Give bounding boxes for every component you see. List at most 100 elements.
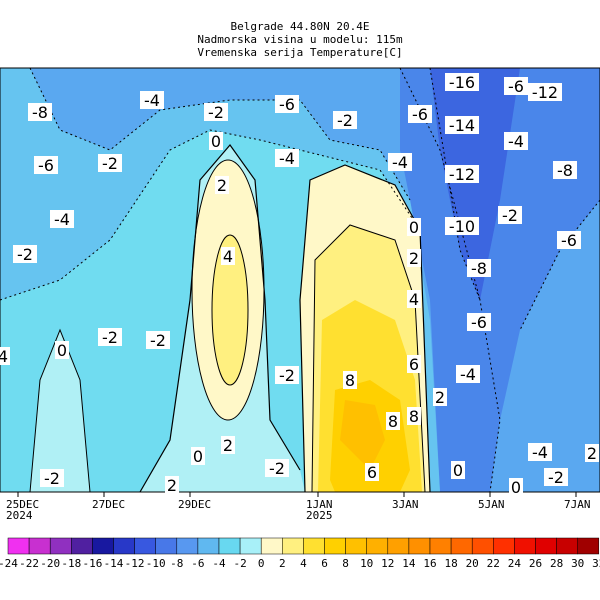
contour-labels: -8-4-2 -6-2 -6-16 -6 -12-14-4-6 -20-4 -4-12 -82… — [0, 73, 599, 497]
colorbar-box — [366, 537, 389, 555]
contour-label-text: -4 — [460, 365, 476, 384]
colorbar-label: 12 — [381, 557, 394, 570]
contour-label: -2 — [40, 469, 64, 488]
colorbar-box — [535, 537, 557, 555]
contour-label: -2 — [275, 366, 299, 385]
colorbar-box — [218, 537, 241, 555]
contour-label-bg — [50, 210, 74, 228]
contour-label-bg — [34, 156, 58, 174]
colorbar-label: -10 — [146, 557, 166, 570]
contour-label: -2 — [333, 111, 357, 130]
contour-label-text: -6 — [279, 95, 295, 114]
contour-label-text: 6 — [367, 463, 377, 482]
colorbar-label: -12 — [125, 557, 145, 570]
contour-label: -8 — [467, 259, 491, 278]
contour-label-text: 6 — [409, 355, 419, 374]
contour-label-text: 0 — [409, 218, 419, 237]
colorbar-box — [71, 537, 93, 555]
x-tick-label: 5JAN — [478, 498, 505, 511]
chart-title: Belgrade 44.80N 20.4E — [230, 20, 369, 33]
contour-label-bg — [433, 388, 447, 406]
contour-label-text: -16 — [449, 73, 475, 92]
contour-label-bg — [55, 341, 69, 359]
contour-label: -8 — [28, 103, 52, 122]
colorbar-label: 26 — [529, 557, 542, 570]
colorbar-box — [7, 537, 30, 555]
contour-label-text: 2 — [217, 176, 227, 195]
contour-label-text: 0 — [453, 461, 463, 480]
contour-label: 2 — [585, 444, 599, 463]
contour-label-text: -2 — [337, 111, 353, 130]
colorbar-label: -2 — [233, 557, 246, 570]
contour-label: -2 — [265, 459, 289, 478]
contour-label-bg — [407, 249, 421, 267]
contour-label: 0 — [191, 447, 205, 466]
contour-label-text: -2 — [150, 331, 166, 350]
colorbar-box — [260, 537, 283, 555]
contour-label-text: 0 — [193, 447, 203, 466]
contour-label-bg — [553, 161, 577, 179]
contour-label: 6 — [365, 463, 379, 482]
contour-label: -6 — [557, 231, 581, 250]
x-tick-label: 29DEC — [178, 498, 211, 511]
contour-label: 4 — [0, 347, 10, 366]
contour-label: -2 — [498, 206, 522, 225]
contour-label-text: -4 — [508, 132, 524, 151]
contour-label-bg — [275, 95, 299, 113]
contour-label-bg — [445, 116, 479, 134]
colorbar-label: 30 — [571, 557, 584, 570]
colorbar-box — [556, 537, 578, 555]
contour-label-bg — [13, 245, 37, 263]
contour-label: -4 — [50, 210, 74, 229]
contour-label-text: -6 — [561, 231, 577, 250]
contour-label: -4 — [456, 365, 480, 384]
contour-label-bg — [98, 328, 122, 346]
colorbar-label: -22 — [19, 557, 39, 570]
contour-label-bg — [215, 176, 229, 194]
colorbar-box — [324, 537, 346, 555]
contour-label-bg — [333, 111, 357, 129]
contour-label-bg — [456, 365, 480, 383]
contour-label: -2 — [204, 103, 228, 122]
contour-label-bg — [275, 149, 299, 167]
contour-label-text: -4 — [532, 443, 548, 462]
contour-label: -4 — [388, 153, 412, 172]
contour-label: -6 — [275, 95, 299, 114]
contour-label-text: -12 — [449, 165, 475, 184]
contour-label-bg — [221, 436, 235, 454]
x-tick-label: 1JAN — [306, 498, 333, 511]
contour-label-text: 4 — [409, 290, 419, 309]
contour-label-bg — [557, 231, 581, 249]
contour-label: 8 — [343, 371, 357, 390]
x-tick-label: 2024 — [6, 509, 33, 522]
contour-label-text: -2 — [44, 469, 60, 488]
contour-label-text: 2 — [167, 476, 177, 495]
contour-label-bg — [40, 469, 64, 487]
contour-label-text: -8 — [557, 161, 573, 180]
x-tick-label: 3JAN — [392, 498, 419, 511]
contour-label-bg — [467, 313, 491, 331]
contour-label-bg — [451, 461, 465, 479]
contour-label-bg — [28, 103, 52, 121]
contour-label-bg — [408, 105, 432, 123]
colorbar-label: 8 — [342, 557, 349, 570]
colorbar-label: 10 — [360, 557, 373, 570]
contour-label: 2 — [407, 249, 421, 268]
contour-label: 2 — [433, 388, 447, 407]
colorbar-label: 14 — [402, 557, 416, 570]
contour-label-text: 0 — [211, 132, 221, 151]
contour-label: -6 — [467, 313, 491, 332]
contour-label-bg — [165, 476, 179, 494]
contour-label: -6 — [504, 77, 528, 96]
contour-label: 6 — [407, 355, 421, 374]
colorbar-label: 16 — [423, 557, 436, 570]
contour-label-bg — [498, 206, 522, 224]
contour-label-text: -2 — [279, 366, 295, 385]
contour-label: -4 — [275, 149, 299, 168]
contour-label-text: -2 — [548, 468, 564, 487]
contour-label-text: 0 — [511, 478, 521, 497]
colorbar-box — [113, 537, 135, 555]
contour-label-text: 4 — [0, 347, 8, 366]
contour-label-bg — [365, 463, 379, 481]
contour-label-bg — [98, 154, 122, 172]
